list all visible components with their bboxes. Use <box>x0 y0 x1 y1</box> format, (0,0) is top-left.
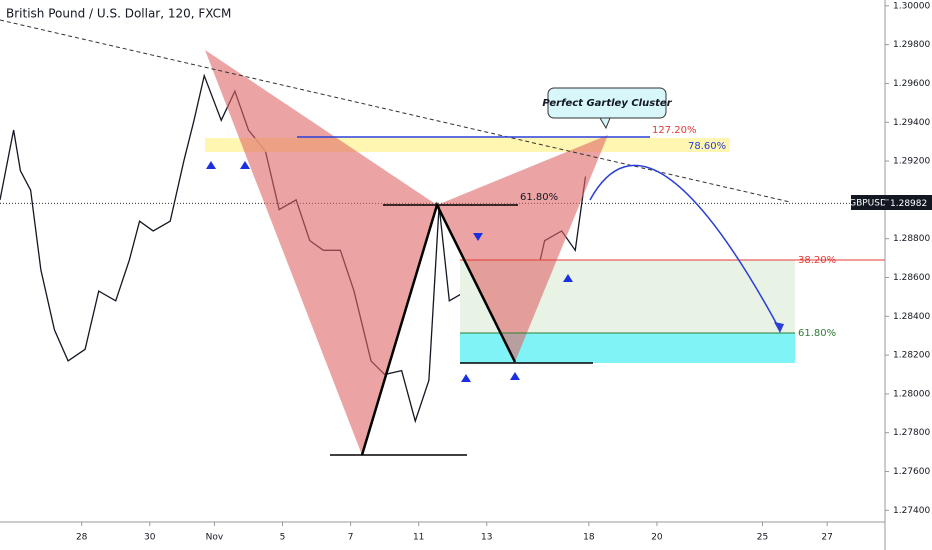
price-box <box>885 195 932 210</box>
arrow-head <box>774 322 784 333</box>
x-tick-label: 18 <box>583 533 595 543</box>
projection-arrow <box>589 164 781 331</box>
pattern-leg <box>360 201 517 456</box>
callout-tail <box>599 117 611 130</box>
y-tick-label: 1.28600 <box>893 273 930 283</box>
bcd-triangle <box>437 135 608 362</box>
y-tick-label: 1.29200 <box>893 157 930 167</box>
chart-title: British Pound / U.S. Dollar, 120, FXCM <box>6 7 231 21</box>
y-tick-label: 1.28000 <box>893 389 930 399</box>
y-tick-label: 1.28800 <box>893 234 930 244</box>
y-tick-label: 1.29000 <box>893 195 930 205</box>
y-tick-label: 1.29600 <box>893 79 930 89</box>
fib-label: 61.80% <box>520 192 558 203</box>
x-tick-label: 5 <box>280 533 286 543</box>
fib-label: 127.20% <box>652 125 697 136</box>
x-tick-label: 13 <box>481 533 492 543</box>
x-tick-label: 28 <box>76 533 88 543</box>
x-tick-label: 27 <box>821 533 832 543</box>
x-tick-label: 20 <box>651 533 663 543</box>
y-tick-label: 1.29400 <box>893 118 930 128</box>
x-tick-label: 30 <box>144 533 156 543</box>
y-tick-label: 1.30000 <box>893 1 930 11</box>
fib-label: 38.20% <box>798 255 836 266</box>
x-tick-label: 11 <box>413 533 424 543</box>
y-tick-label: 1.28400 <box>893 312 930 322</box>
signal-markers <box>206 161 573 382</box>
fib-label: 78.60% <box>688 141 726 152</box>
x-tick-label: 25 <box>757 533 768 543</box>
y-tick-label: 1.28200 <box>893 351 930 361</box>
symbol-box <box>851 195 885 210</box>
drawings: Perfect Gartley Cluster 127.20% 78.60% 6… <box>0 19 885 456</box>
x-tick-label: Nov <box>206 533 224 543</box>
x-tick-label: 7 <box>348 533 354 543</box>
symbol-label: GBPUSD <box>849 199 887 209</box>
y-tick-label: 1.27800 <box>893 428 930 438</box>
trendline <box>0 19 791 203</box>
xab-triangle <box>205 50 437 455</box>
y-tick-label: 1.29800 <box>893 40 930 50</box>
y-tick-label: 1.27600 <box>893 467 930 477</box>
y-tick-label: 1.27400 <box>893 506 930 516</box>
callout-text: Perfect Gartley Cluster <box>542 98 672 109</box>
last-price-label: 1.28982 <box>890 199 927 209</box>
fib-label: 61.80% <box>798 328 836 339</box>
